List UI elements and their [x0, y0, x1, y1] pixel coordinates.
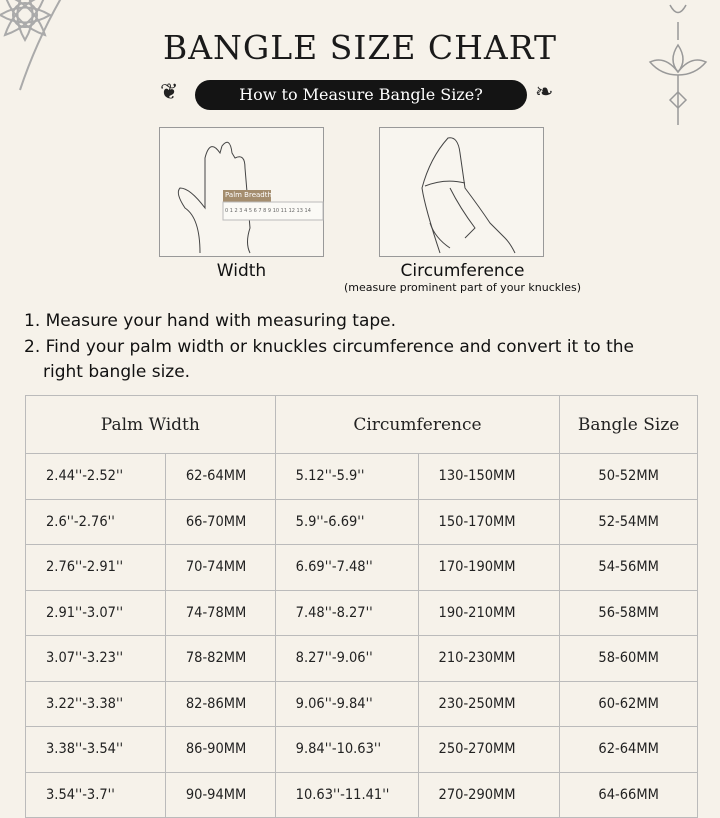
flourish-left-icon: ❦	[160, 80, 179, 105]
width-caption: Width	[216, 261, 267, 281]
table-row: 2.91''-3.07'' 74-78MM 7.48''-8.27'' 190-210…	[25, 589, 698, 636]
palm-breadth-label: Palm Breadth	[225, 191, 272, 199]
subtitle-banner: How to Measure Bangle Size?	[195, 80, 527, 110]
table-row: 3.38''-3.54'' 86-90MM 9.84''-10.63'' 250-27…	[25, 726, 698, 773]
header-palm-width: Palm Width	[25, 395, 276, 454]
circumference-mm-cell: 210-230MM	[417, 635, 561, 682]
circumference-inches-cell: 9.84''-10.63''	[274, 726, 419, 773]
circumference-inches-cell: 6.69''-7.48''	[274, 544, 419, 591]
palm-width-inches-cell: 2.44''-2.52''	[25, 453, 166, 500]
palm-width-mm-cell: 66-70MM	[164, 498, 276, 545]
circumference-inches-cell: 8.27''-9.06''	[274, 635, 419, 682]
palm-width-mm-cell: 70-74MM	[164, 544, 276, 591]
palm-width-mm-cell: 62-64MM	[164, 453, 276, 500]
page-title: BANGLE SIZE CHART	[162, 28, 558, 67]
palm-width-mm-cell: 78-82MM	[164, 635, 276, 682]
header-circumference: Circumference	[274, 395, 561, 454]
circumference-mm-cell: 250-270MM	[417, 726, 561, 773]
bangle-size-cell: 60-62MM	[559, 680, 698, 727]
bangle-size-table: Palm Width Circumference Bangle Size 2.4…	[25, 395, 698, 818]
table-row: 2.76''-2.91'' 70-74MM 6.69''-7.48'' 170-190…	[25, 544, 698, 591]
palm-width-inches-cell: 3.54''-3.7''	[25, 771, 166, 818]
bangle-size-cell: 64-66MM	[559, 771, 698, 818]
circumference-inches-cell: 5.12''-5.9''	[274, 453, 419, 500]
table-row: 3.54''-3.7'' 90-94MM 10.63''-11.41'' 270-29…	[25, 771, 698, 818]
circumference-note: (measure prominent part of your knuckles…	[343, 281, 581, 294]
instruction-1: 1. Measure your hand with measuring tape…	[24, 311, 397, 331]
circumference-inches-cell: 7.48''-8.27''	[274, 589, 419, 636]
bangle-size-cell: 62-64MM	[559, 726, 698, 773]
palm-width-mm-cell: 86-90MM	[164, 726, 276, 773]
palm-width-inches-cell: 3.07''-3.23''	[25, 635, 166, 682]
circumference-mm-cell: 170-190MM	[417, 544, 561, 591]
circumference-caption: Circumference	[400, 261, 525, 281]
palm-width-inches-cell: 3.38''-3.54''	[25, 726, 166, 773]
palm-width-inches-cell: 2.91''-3.07''	[25, 589, 166, 636]
mandala-ornament-icon	[0, 0, 62, 91]
palm-width-inches-cell: 2.6''-2.76''	[25, 498, 166, 545]
circumference-illustration	[379, 127, 544, 257]
instruction-2: 2. Find your palm width or knuckles circ…	[24, 337, 634, 382]
circumference-mm-cell: 130-150MM	[417, 453, 561, 500]
circumference-mm-cell: 150-170MM	[417, 498, 561, 545]
bangle-size-cell: 58-60MM	[559, 635, 698, 682]
table-header-row: Palm Width Circumference Bangle Size	[25, 395, 698, 454]
circumference-inches-cell: 5.9''-6.69''	[274, 498, 419, 545]
palm-width-inches-cell: 2.76''-2.91''	[25, 544, 166, 591]
table-row: 2.6''-2.76'' 66-70MM 5.9''-6.69'' 150-170MM…	[25, 498, 698, 545]
palm-width-mm-cell: 90-94MM	[164, 771, 276, 818]
header-bangle-size: Bangle Size	[559, 395, 698, 454]
hand-circumference-icon	[421, 137, 516, 254]
palm-width-mm-cell: 74-78MM	[164, 589, 276, 636]
table-row: 3.07''-3.23'' 78-82MM 8.27''-9.06'' 210-230…	[25, 635, 698, 682]
circumference-mm-cell: 190-210MM	[417, 589, 561, 636]
ruler-scale: 0 1 2 3 4 5 6 7 8 9 10 11 12 13 14	[225, 208, 311, 214]
bangle-size-cell: 54-56MM	[559, 544, 698, 591]
palm-width-inches-cell: 3.22''-3.38''	[25, 680, 166, 727]
table-row: 3.22''-3.38'' 82-86MM 9.06''-9.84'' 230-250…	[25, 680, 698, 727]
circumference-inches-cell: 10.63''-11.41''	[274, 771, 419, 818]
width-illustration: Palm Breadth 0 1 2 3 4 5 6 7 8 9 10 11 1…	[159, 127, 324, 257]
bangle-size-cell: 56-58MM	[559, 589, 698, 636]
circumference-mm-cell: 230-250MM	[417, 680, 561, 727]
lotus-ornament-icon	[648, 4, 708, 125]
hand-width-icon	[177, 141, 324, 254]
bangle-size-cell: 52-54MM	[559, 498, 698, 545]
bangle-size-cell: 50-52MM	[559, 453, 698, 500]
flourish-right-icon: ❧	[535, 80, 554, 105]
circumference-mm-cell: 270-290MM	[417, 771, 561, 818]
table-row: 2.44''-2.52'' 62-64MM 5.12''-5.9'' 130-150M…	[25, 453, 698, 500]
